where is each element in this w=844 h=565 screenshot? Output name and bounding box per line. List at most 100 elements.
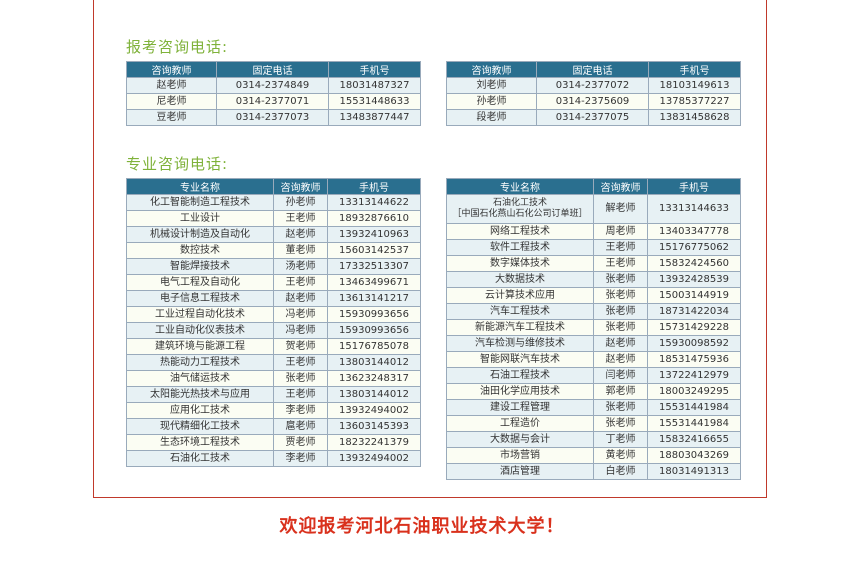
table-cell: 13483877447 xyxy=(328,109,421,126)
table-cell: 赵老师 xyxy=(126,77,217,94)
table-row: 工业设计 王老师 18932876610 xyxy=(126,210,421,227)
table-cell: 市场营销 xyxy=(446,447,594,464)
admissions-section-title: 报考咨询电话: xyxy=(126,38,229,56)
table-cell: 13785377227 xyxy=(648,93,741,110)
table-cell: 建设工程管理 xyxy=(446,399,594,416)
table-cell: 贾老师 xyxy=(273,434,328,451)
table-cell: 王老师 xyxy=(593,255,648,272)
table-cell: 15731429228 xyxy=(647,319,741,336)
column-header: 固定电话 xyxy=(536,61,649,78)
table-cell: 扈老师 xyxy=(273,418,328,435)
table-row: 机械设计制造及自动化 赵老师 13932410963 xyxy=(126,226,421,243)
table-cell: 电子信息工程技术 xyxy=(126,290,274,307)
table-cell: 13831458628 xyxy=(648,109,741,126)
table-cell: 15603142537 xyxy=(327,242,421,259)
column-header: 手机号 xyxy=(327,178,421,195)
table-cell: 石油化工技术 xyxy=(126,450,274,467)
table-cell: 黄老师 xyxy=(593,447,648,464)
table-cell: 18731422034 xyxy=(647,303,741,320)
table-cell: 机械设计制造及自动化 xyxy=(126,226,274,243)
table-cell: 赵老师 xyxy=(273,226,328,243)
table-cell: 董老师 xyxy=(273,242,328,259)
table-cell: 油气储运技术 xyxy=(126,370,274,387)
table-cell: 王老师 xyxy=(273,354,328,371)
table-header-row: 咨询教师 固定电话 手机号 xyxy=(126,61,421,78)
majors-section-title: 专业咨询电话: xyxy=(126,155,229,173)
table-cell: 王老师 xyxy=(273,210,328,227)
table-cell: 电气工程及自动化 xyxy=(126,274,274,291)
table-cell: 应用化工技术 xyxy=(126,402,274,419)
table-cell: 13603145393 xyxy=(327,418,421,435)
table-row: 工业自动化仪表技术 冯老师 15930993656 xyxy=(126,322,421,339)
table-cell: 15832424560 xyxy=(647,255,741,272)
table-row: 电子信息工程技术 赵老师 13613141217 xyxy=(126,290,421,307)
table-cell: 15003144919 xyxy=(647,287,741,304)
table-cell: 15930098592 xyxy=(647,335,741,352)
table-cell: 生态环境工程技术 xyxy=(126,434,274,451)
table-cell: 13722412979 xyxy=(647,367,741,384)
table-cell: 18031487327 xyxy=(328,77,421,94)
table-cell: 赵老师 xyxy=(593,351,648,368)
column-header: 专业名称 xyxy=(446,178,594,195)
content-frame xyxy=(93,0,767,498)
table-cell: 段老师 xyxy=(446,109,537,126)
table-cell: 云计算技术应用 xyxy=(446,287,594,304)
table-cell: 工业过程自动化技术 xyxy=(126,306,274,323)
table-cell: 刘老师 xyxy=(446,77,537,94)
table-row: 生态环境工程技术 贾老师 18232241379 xyxy=(126,434,421,451)
table-cell: 13613141217 xyxy=(327,290,421,307)
table-cell: 张老师 xyxy=(593,319,648,336)
table-cell: 15531448633 xyxy=(328,93,421,110)
table-cell: 15176785078 xyxy=(327,338,421,355)
table-cell: 18932876610 xyxy=(327,210,421,227)
table-row: 建设工程管理 张老师 15531441984 xyxy=(446,399,741,416)
column-header: 咨询教师 xyxy=(126,61,217,78)
table-row: 油气储运技术 张老师 13623248317 xyxy=(126,370,421,387)
table-row: 尼老师 0314-2377071 15531448633 xyxy=(126,93,421,110)
table-cell: 王老师 xyxy=(273,386,328,403)
table-row: 云计算技术应用 张老师 15003144919 xyxy=(446,287,741,304)
table-cell: 张老师 xyxy=(593,399,648,416)
welcome-banner: 欢迎报考河北石油职业技术大学！ xyxy=(279,516,565,537)
table-cell: 0314-2377071 xyxy=(216,93,329,110)
table-row: 段老师 0314-2377075 13831458628 xyxy=(446,109,741,126)
admissions-table-right: 咨询教师 固定电话 手机号 刘老师 0314-2377072 18103149613 孙老师… xyxy=(446,61,741,126)
table-cell: 尼老师 xyxy=(126,93,217,110)
table-cell: 建筑环境与能源工程 xyxy=(126,338,274,355)
table-row: 太阳能光热技术与应用 王老师 13803144012 xyxy=(126,386,421,403)
table-cell: 15832416655 xyxy=(647,431,741,448)
table-cell: 李老师 xyxy=(273,402,328,419)
table-cell: 白老师 xyxy=(593,463,648,480)
table-row: 豆老师 0314-2377073 13483877447 xyxy=(126,109,421,126)
table-row: 孙老师 0314-2375609 13785377227 xyxy=(446,93,741,110)
table-row: 数控技术 董老师 15603142537 xyxy=(126,242,421,259)
table-cell: 太阳能光热技术与应用 xyxy=(126,386,274,403)
table-cell: 张老师 xyxy=(593,271,648,288)
table-cell: 豆老师 xyxy=(126,109,217,126)
table-row: 石油化工技术 ［中国石化燕山石化公司订单班］ 解老师 13313144633 xyxy=(446,194,741,224)
table-cell: 0314-2377073 xyxy=(216,109,329,126)
table-row: 市场营销 黄老师 18803043269 xyxy=(446,447,741,464)
table-cell: 王老师 xyxy=(273,274,328,291)
table-cell: 现代精细化工技术 xyxy=(126,418,274,435)
table-cell: 13932494002 xyxy=(327,450,421,467)
table-row: 工业过程自动化技术 冯老师 15930993656 xyxy=(126,306,421,323)
column-header: 咨询教师 xyxy=(593,178,648,195)
table-cell: 解老师 xyxy=(593,194,648,224)
table-cell: 15176775062 xyxy=(647,239,741,256)
table-cell: 智能网联汽车技术 xyxy=(446,351,594,368)
table-cell: 13313144633 xyxy=(647,194,741,224)
table-cell: 13932494002 xyxy=(327,402,421,419)
table-row: 石油化工技术 李老师 13932494002 xyxy=(126,450,421,467)
table-cell: 孙老师 xyxy=(273,194,328,211)
table-cell: 13313144622 xyxy=(327,194,421,211)
table-row: 大数据与会计 丁老师 15832416655 xyxy=(446,431,741,448)
column-header: 固定电话 xyxy=(216,61,329,78)
column-header: 专业名称 xyxy=(126,178,274,195)
table-row: 赵老师 0314-2374849 18031487327 xyxy=(126,77,421,94)
table-cell: 张老师 xyxy=(593,287,648,304)
table-cell: 王老师 xyxy=(593,239,648,256)
table-cell: 油田化学应用技术 xyxy=(446,383,594,400)
table-cell: 13932410963 xyxy=(327,226,421,243)
table-cell: 郭老师 xyxy=(593,383,648,400)
